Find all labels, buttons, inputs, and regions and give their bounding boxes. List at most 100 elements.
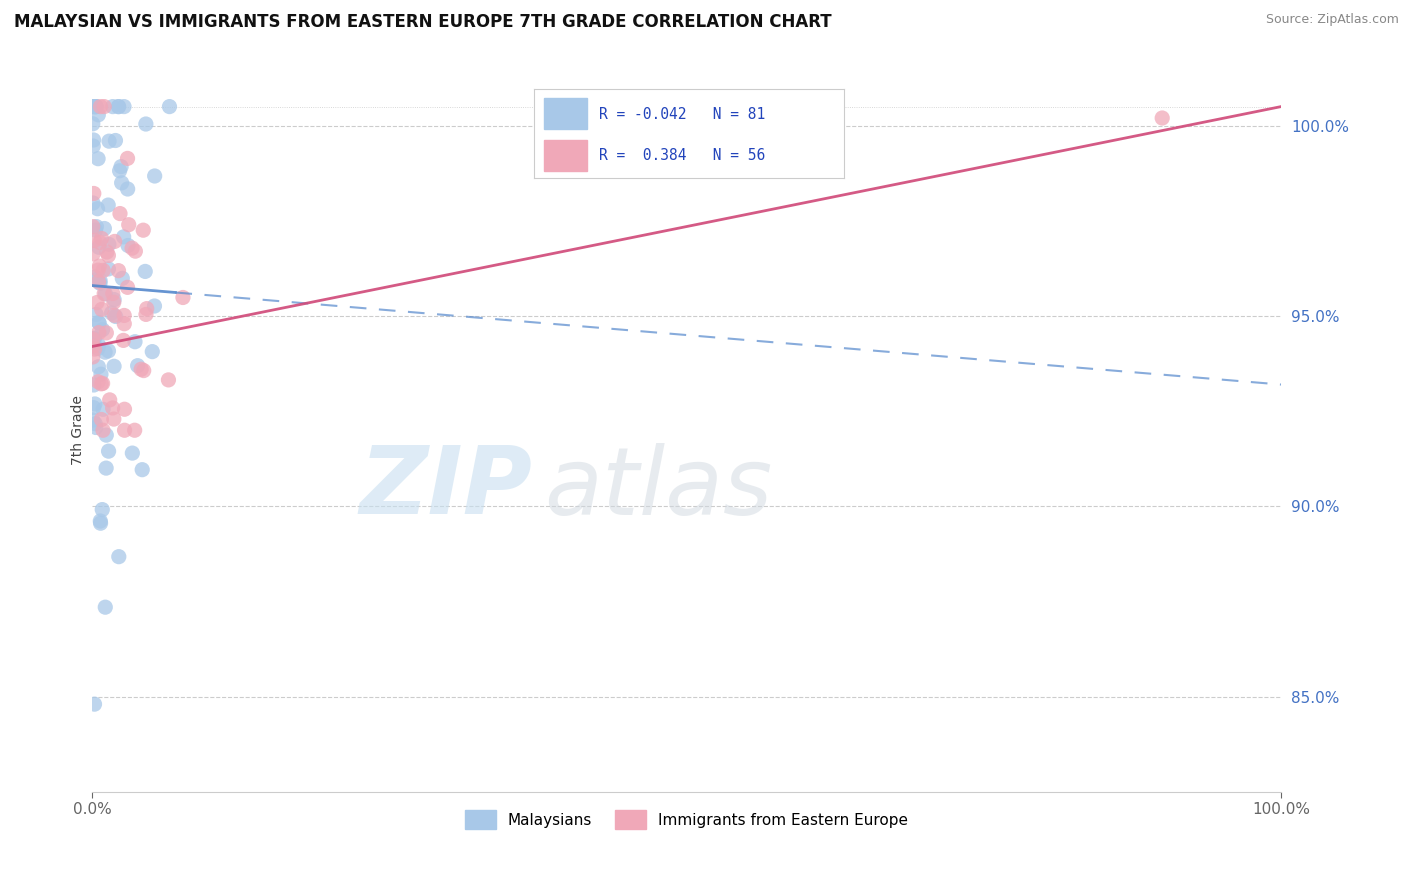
Point: [84, 100, 107, 114]
Point: [83, 342, 105, 356]
Point: [90, 412, 112, 426]
Point: [143, 299, 166, 313]
Point: [121, 241, 143, 255]
Point: [112, 317, 135, 331]
Point: [108, 206, 131, 220]
Point: [124, 334, 146, 349]
Point: [82, 332, 104, 346]
Point: [87, 152, 110, 166]
Point: [97, 237, 120, 252]
Point: [82, 139, 104, 153]
Point: [91, 423, 114, 437]
Point: [82, 335, 104, 350]
Point: [84, 420, 107, 434]
Point: [112, 230, 135, 244]
Point: [90, 376, 112, 391]
Point: [84, 308, 107, 322]
Point: [87, 108, 110, 122]
Text: R =  0.384   N = 56: R = 0.384 N = 56: [599, 148, 765, 162]
Point: [87, 338, 110, 352]
Point: [107, 100, 129, 114]
Point: [89, 235, 111, 250]
Point: [111, 176, 134, 190]
Point: [82, 196, 104, 211]
Point: [90, 368, 112, 382]
Point: [83, 401, 105, 415]
Point: [89, 316, 111, 330]
Y-axis label: 7th Grade: 7th Grade: [72, 395, 86, 465]
Point: [101, 286, 124, 301]
Point: [112, 100, 135, 114]
Point: [135, 307, 157, 321]
Point: [82, 219, 104, 234]
Point: [87, 275, 110, 289]
Point: [108, 163, 131, 178]
Point: [97, 261, 120, 276]
Point: [84, 100, 107, 114]
Point: [94, 600, 117, 615]
Point: [172, 291, 194, 305]
Point: [107, 100, 129, 114]
Point: [117, 238, 139, 252]
Point: [83, 233, 105, 247]
Point: [83, 186, 105, 201]
Point: [84, 223, 107, 237]
Point: [82, 339, 104, 353]
Point: [107, 263, 129, 277]
Legend: Malaysians, Immigrants from Eastern Europe: Malaysians, Immigrants from Eastern Euro…: [460, 804, 914, 835]
Point: [104, 235, 127, 249]
Point: [84, 100, 107, 114]
Point: [82, 100, 104, 114]
Point: [112, 334, 135, 348]
Point: [96, 245, 118, 260]
Point: [143, 169, 166, 183]
Point: [89, 100, 111, 114]
Point: [83, 697, 105, 711]
Point: [89, 259, 111, 273]
Point: [91, 263, 114, 277]
Point: [97, 248, 120, 262]
Point: [103, 412, 125, 426]
Point: [111, 271, 134, 285]
Point: [103, 308, 125, 322]
Point: [100, 306, 122, 320]
Point: [132, 363, 155, 377]
Point: [89, 277, 111, 291]
Point: [91, 323, 114, 337]
Point: [110, 160, 132, 174]
Point: [104, 310, 127, 324]
Point: [94, 286, 117, 301]
Point: [121, 446, 143, 460]
Point: [117, 280, 139, 294]
Point: [117, 182, 139, 196]
Point: [82, 247, 104, 261]
Point: [89, 514, 111, 528]
Point: [87, 326, 110, 340]
Point: [87, 263, 110, 277]
Point: [141, 344, 163, 359]
Point: [87, 359, 110, 374]
Point: [86, 295, 108, 310]
Point: [82, 100, 104, 114]
Point: [134, 264, 156, 278]
Point: [83, 133, 105, 147]
Point: [93, 221, 115, 235]
Point: [159, 100, 181, 114]
Point: [84, 417, 107, 431]
Point: [86, 219, 108, 234]
Point: [94, 345, 117, 359]
Point: [93, 100, 115, 114]
Point: [103, 295, 125, 310]
Point: [104, 134, 127, 148]
Point: [96, 326, 118, 340]
Point: [83, 331, 105, 345]
Point: [132, 223, 155, 237]
Text: R = -0.042   N = 81: R = -0.042 N = 81: [599, 107, 765, 121]
Point: [127, 359, 149, 373]
Point: [87, 240, 110, 254]
Point: [129, 362, 152, 376]
Point: [103, 359, 125, 374]
Point: [124, 423, 146, 437]
Point: [89, 274, 111, 288]
Point: [118, 218, 141, 232]
